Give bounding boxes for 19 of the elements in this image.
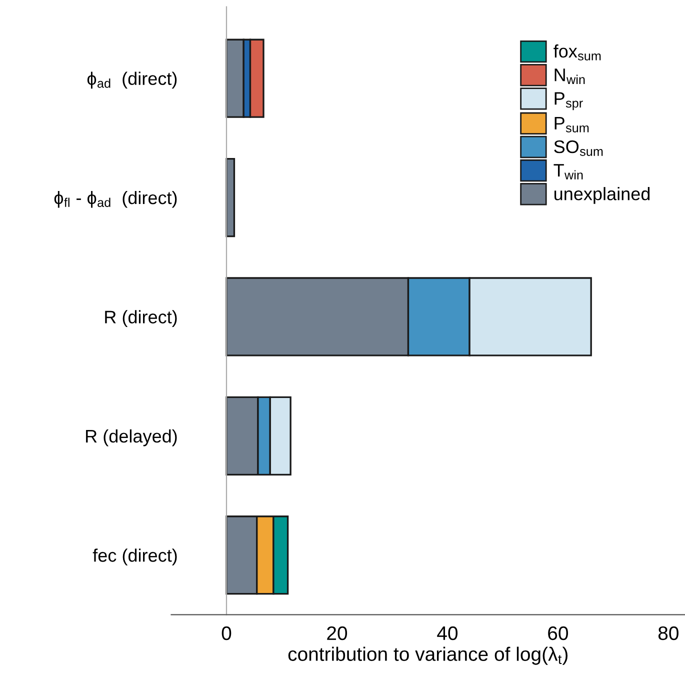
y-tick-label: ϕ$_{ad}$ (direct) [87,72,177,89]
y-tick-label: R (direct) [105,310,177,328]
legend-label: P$_{sum}$ [554,116,589,132]
legend-label: P$_{spr}$ [554,92,583,110]
legend-label: T$_{win}$ [554,164,583,180]
bar [226,158,236,238]
legend-label: fox$_{sum}$ [554,44,601,60]
y-tick-label: ϕ$_{fl}$ - ϕ$_{ad}$ (direct) [54,190,177,208]
y-tick-label: R (delayed) [86,429,177,446]
y-tick-label: fec (direct) [92,548,177,566]
x-tick-label: 40 [437,626,458,640]
legend-label: unexplained [554,187,650,204]
x-axis-title: contribution to variance of log(λ$_{t}$) [288,646,568,665]
legend-label: SO$_{sum}$ [554,140,603,156]
x-tick-label: 80 [658,626,678,640]
legend-label: N$_{win}$ [554,68,585,84]
x-tick-label: 20 [327,626,348,640]
x-tick-label: 0 [222,626,232,640]
x-tick-label: 60 [548,626,568,640]
